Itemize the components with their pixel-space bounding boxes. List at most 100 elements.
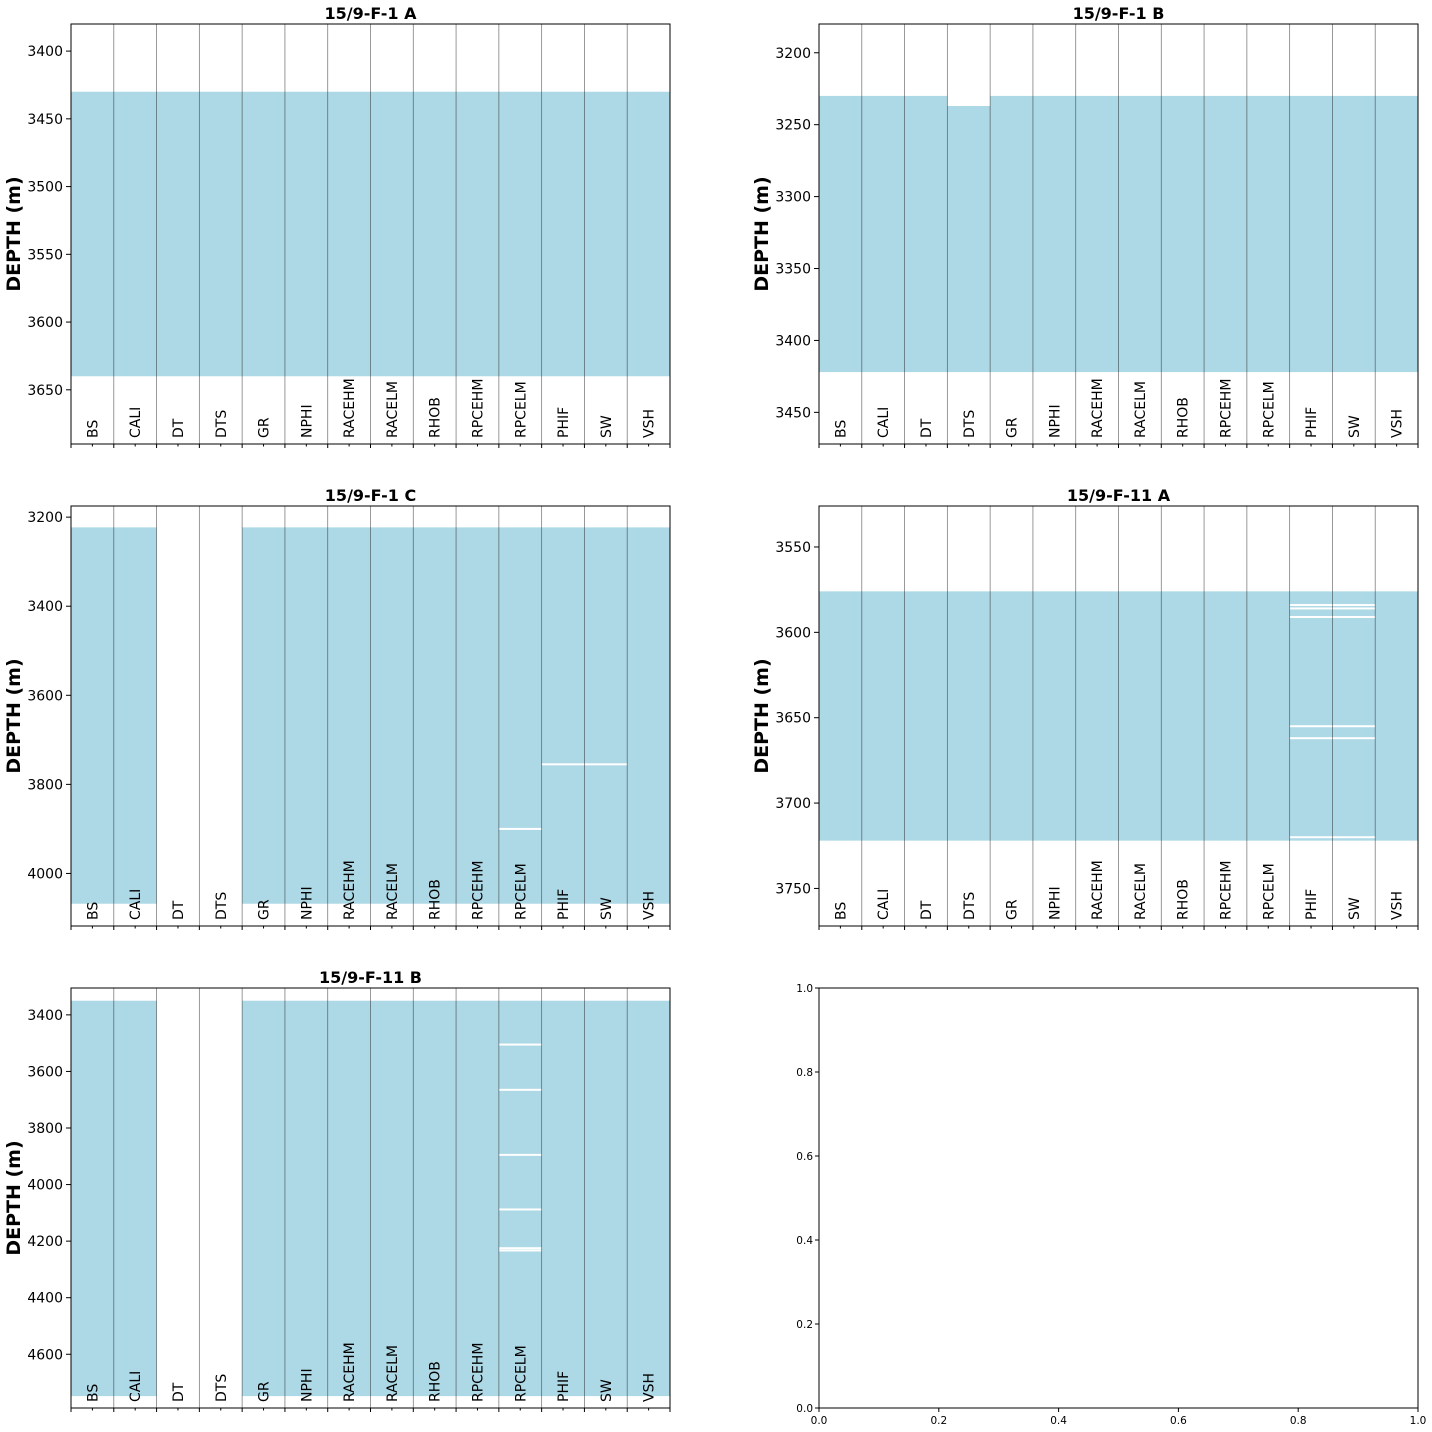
- curve-label-bs: BS: [85, 1384, 101, 1402]
- gap-sw: [584, 763, 628, 766]
- y-tick-label: 4200: [27, 1234, 63, 1250]
- curve-label-rpcelm: RPCELM: [513, 381, 529, 438]
- panel-title: 15/9-F-11 B: [319, 968, 422, 987]
- curve-label-rhob: RHOB: [428, 397, 444, 438]
- gap-rpcelm: [498, 1088, 542, 1091]
- gap-phif: [1289, 725, 1333, 728]
- coverage-gr: [990, 591, 1033, 841]
- curve-label-dts: DTS: [214, 892, 230, 920]
- curve-label-rpcehm: RPCEHM: [470, 861, 486, 920]
- coverage-rpcehm: [1204, 95, 1247, 373]
- coverage-sw: [584, 91, 628, 377]
- y-tick-label: 3750: [775, 881, 811, 897]
- curve-label-dt: DT: [171, 900, 187, 920]
- coverage-phif: [541, 1000, 585, 1397]
- y-tick-label: 3500: [27, 180, 63, 196]
- coverage-phif: [541, 91, 585, 377]
- y-tick-label: 0.2: [796, 1319, 813, 1331]
- x-tick-label: 0.6: [1170, 1415, 1187, 1427]
- coverage-phif: [1289, 591, 1333, 841]
- curve-label-phif: PHIF: [1304, 407, 1320, 438]
- curve-label-rpcehm: RPCEHM: [470, 379, 486, 438]
- coverage-phif: [1289, 95, 1333, 373]
- coverage-gr: [242, 527, 285, 904]
- curve-label-racehm: RACEHM: [1090, 378, 1106, 438]
- coverage-rhob: [1161, 95, 1205, 373]
- x-tick-label: 0.8: [1290, 1415, 1307, 1427]
- curve-label-rpcelm: RPCELM: [513, 863, 529, 920]
- axes-frame: [818, 505, 1419, 927]
- gap-sw: [1332, 604, 1376, 607]
- y-tick-label: 0.8: [796, 1067, 813, 1079]
- coverage-vsh: [1375, 95, 1418, 373]
- y-tick-label: 3600: [27, 1064, 63, 1080]
- coverage-nphi: [1032, 591, 1076, 841]
- coverage-rpcehm: [1204, 591, 1247, 841]
- curve-label-bs: BS: [85, 902, 101, 920]
- panel-title: 15/9-F-1 B: [1073, 4, 1165, 23]
- curve-label-vsh: VSH: [642, 1373, 658, 1402]
- coverage-nphi: [284, 527, 328, 904]
- coverage-bs: [819, 95, 862, 373]
- coverage-dts: [947, 105, 991, 373]
- curve-label-vsh: VSH: [1390, 891, 1406, 920]
- curve-label-sw: SW: [599, 897, 615, 920]
- coverage-vsh: [627, 527, 670, 904]
- gap-phif: [1289, 615, 1333, 618]
- curve-label-cali: CALI: [876, 889, 892, 920]
- x-tick-label: 0.0: [811, 1415, 828, 1427]
- coverage-cali: [861, 591, 905, 841]
- coverage-cali: [113, 91, 157, 377]
- panel-title: 15/9-F-11 A: [1067, 486, 1171, 505]
- coverage-rpcelm: [498, 91, 542, 377]
- curve-label-vsh: VSH: [1390, 409, 1406, 438]
- curve-label-rhob: RHOB: [1176, 397, 1192, 438]
- curve-label-rpcehm: RPCEHM: [1218, 861, 1234, 920]
- y-tick-label: 3600: [775, 625, 811, 641]
- gap-rpcelm: [498, 1208, 542, 1211]
- panel-title: 15/9-F-1 A: [324, 4, 417, 23]
- gap-phif: [1289, 607, 1333, 610]
- curve-label-rpcelm: RPCELM: [1261, 381, 1277, 438]
- gap-sw: [1332, 725, 1376, 728]
- coverage-racehm: [327, 1000, 371, 1397]
- axes-frame: [818, 23, 1419, 445]
- curve-label-nphi: NPHI: [299, 886, 315, 920]
- coverage-nphi: [1032, 95, 1076, 373]
- gap-sw: [1332, 737, 1376, 740]
- y-tick-label: 3400: [27, 1008, 63, 1024]
- curve-label-gr: GR: [257, 417, 273, 438]
- curve-label-dt: DT: [919, 418, 935, 438]
- curve-label-cali: CALI: [128, 407, 144, 438]
- curve-label-racehm: RACEHM: [342, 860, 358, 920]
- curve-label-dts: DTS: [962, 892, 978, 920]
- coverage-rpcehm: [456, 91, 499, 377]
- curve-label-rhob: RHOB: [428, 1361, 444, 1402]
- curve-label-rhob: RHOB: [428, 879, 444, 920]
- y-tick-label: 3600: [27, 315, 63, 331]
- curve-label-nphi: NPHI: [299, 1368, 315, 1402]
- y-axis-label: DEPTH (m): [3, 658, 25, 773]
- panel-3: BS CALI DT DTS GR NPHI RACEHM RACELM RHOB RPCEHM R…: [3, 486, 671, 930]
- y-tick-label: 1.0: [796, 983, 813, 995]
- curve-label-rpcelm: RPCELM: [513, 1345, 529, 1402]
- curve-label-bs: BS: [85, 420, 101, 438]
- y-tick-label: 4400: [27, 1291, 63, 1307]
- curve-label-racelm: RACELM: [1133, 381, 1149, 438]
- curve-label-vsh: VSH: [642, 409, 658, 438]
- coverage-nphi: [284, 91, 328, 377]
- coverage-racelm: [1118, 591, 1162, 841]
- y-tick-label: 3400: [27, 44, 63, 60]
- coverage-nphi: [284, 1000, 328, 1397]
- curve-label-gr: GR: [257, 1381, 273, 1402]
- y-tick-label: 3600: [27, 688, 63, 704]
- curve-label-phif: PHIF: [556, 889, 572, 920]
- panel-5: BS CALI DT DTS GR NPHI RACEHM RACELM RHOB RPCEHM R…: [3, 968, 671, 1412]
- coverage-vsh: [627, 1000, 670, 1397]
- coverage-dt: [904, 591, 948, 841]
- curve-label-racehm: RACEHM: [1090, 860, 1106, 920]
- coverage-racelm: [1118, 95, 1162, 373]
- curve-label-sw: SW: [599, 415, 615, 438]
- y-tick-label: 0.4: [796, 1235, 813, 1247]
